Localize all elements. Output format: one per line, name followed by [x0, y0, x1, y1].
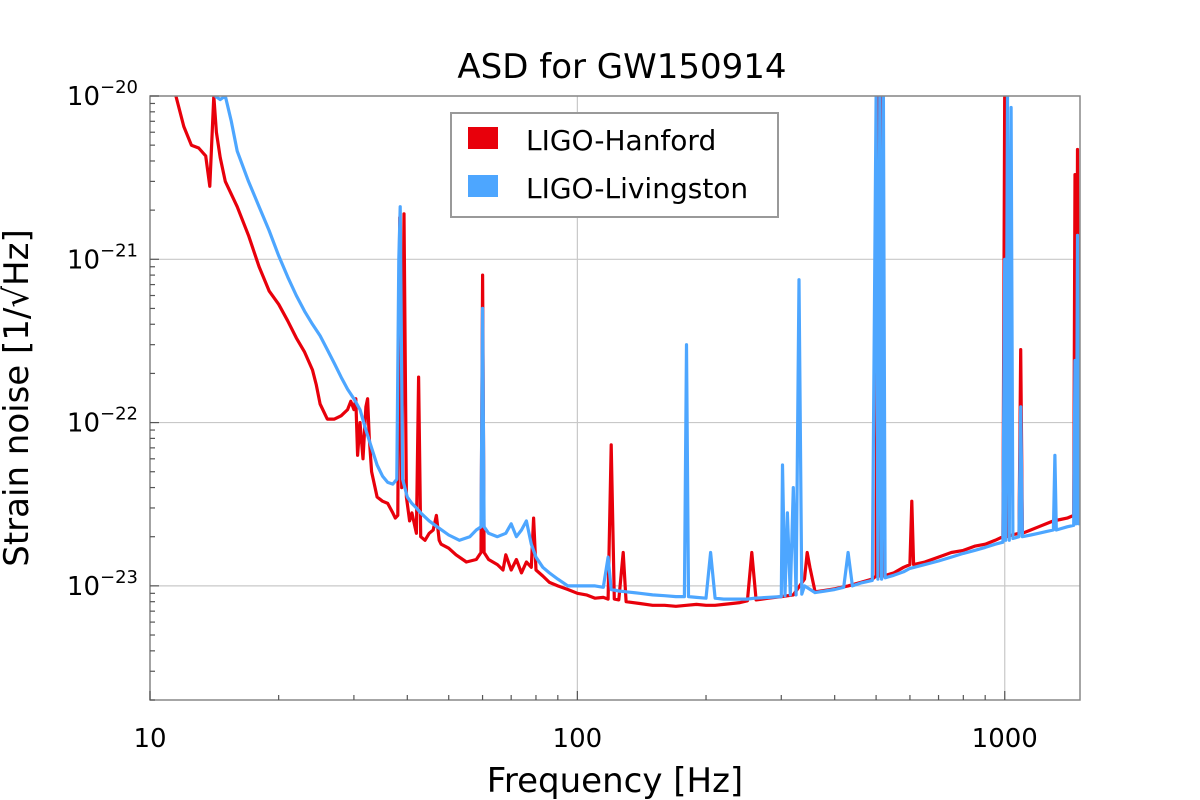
y-tick-label: 10−20 — [67, 77, 138, 112]
legend-swatch-livingston — [468, 175, 498, 197]
axis-ticks: 10 100 1000 10−20 10−21 10−22 10−23 — [67, 77, 1038, 754]
x-tick-label: 10 — [133, 724, 166, 754]
y-tick-label: 10−22 — [67, 404, 138, 439]
legend-swatch-hanford — [468, 127, 498, 149]
series-layer — [174, 96, 1080, 608]
y-axis-label: Strain noise [1/√Hz] — [0, 229, 37, 566]
legend-box — [450, 112, 779, 218]
x-tick-label: 100 — [553, 724, 603, 754]
legend: LIGO-Hanford LIGO-Livingston — [450, 112, 779, 218]
x-tick-label: 1000 — [972, 724, 1038, 754]
chart-title: ASD for GW150914 — [457, 47, 786, 87]
y-tick-label: 10−23 — [67, 567, 138, 602]
series-line-ligo-hanford — [174, 96, 1080, 608]
plot-frame — [149, 95, 1081, 701]
legend-label-livingston: LIGO-Livingston — [526, 172, 748, 205]
y-tick-label: 10−21 — [67, 240, 138, 275]
x-axis-label: Frequency [Hz] — [487, 761, 743, 800]
legend-label-hanford: LIGO-Hanford — [526, 124, 716, 157]
series-line-ligo-livingston — [214, 96, 1080, 601]
